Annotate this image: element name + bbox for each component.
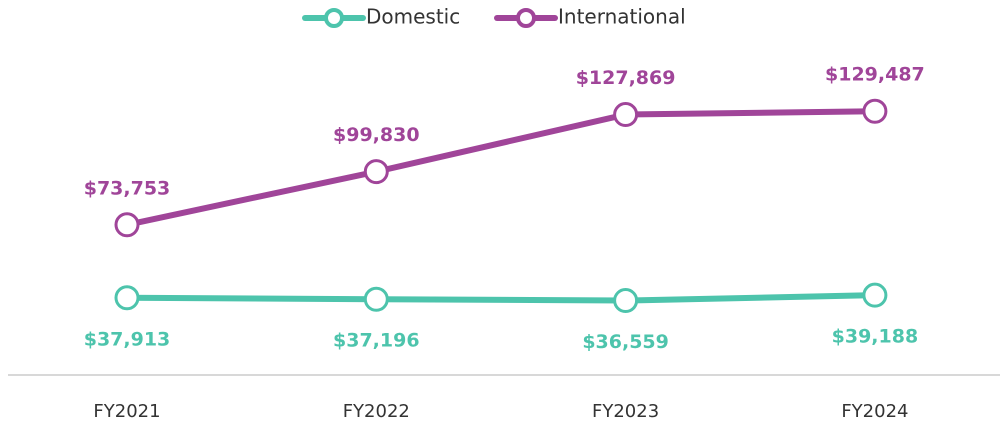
data-label: $39,188 — [832, 326, 919, 348]
series-line — [126, 108, 875, 228]
x-tick-label: FY2023 — [592, 401, 659, 422]
point — [114, 285, 140, 311]
legend-marker — [516, 8, 536, 28]
data-label: $129,487 — [825, 64, 925, 86]
data-label: $99,830 — [333, 124, 420, 146]
point — [363, 286, 389, 312]
x-tick-label: FY2021 — [93, 401, 160, 422]
point — [363, 159, 389, 185]
point — [862, 98, 888, 124]
data-label: $73,753 — [84, 177, 171, 199]
x-tick-label: FY2022 — [343, 401, 410, 422]
legend-label: International — [558, 5, 686, 29]
point — [613, 102, 639, 128]
data-label: $37,196 — [333, 330, 420, 352]
point — [613, 288, 639, 314]
series-line — [126, 292, 875, 304]
point — [862, 282, 888, 308]
data-label: $37,913 — [84, 328, 171, 350]
data-label: $127,869 — [576, 67, 676, 89]
x-tick-label: FY2024 — [841, 401, 908, 422]
legend-marker — [324, 8, 344, 28]
data-label: $36,559 — [582, 331, 669, 353]
point — [114, 212, 140, 238]
legend-label: Domestic — [366, 5, 460, 29]
